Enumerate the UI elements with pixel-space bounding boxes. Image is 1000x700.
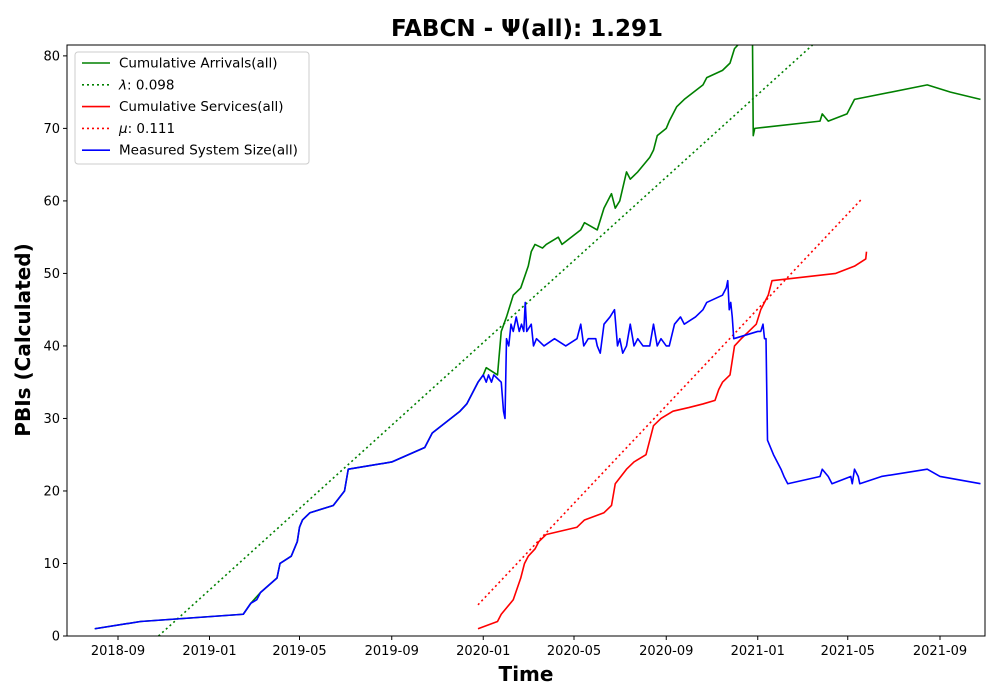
legend: Cumulative Arrivals(all) λ: 0.098 Cumulati…	[74, 51, 310, 165]
x-tick-label: 2020-05	[547, 644, 601, 659]
y-axis-title: PBIs (Calculated)	[11, 243, 35, 436]
x-tick-label: 2020-09	[639, 644, 693, 659]
y-axis: 0 10 20 30 40 50 60 70 80	[43, 49, 67, 645]
y-tick-label: 50	[43, 267, 60, 282]
x-axis: 2018-09 2019-01 2019-05 2019-09 2020-01 2020-…	[91, 636, 967, 659]
legend-label-2: Cumulative Services(all)	[119, 99, 284, 115]
x-tick-label: 2020-01	[456, 644, 510, 659]
y-tick-label: 60	[43, 194, 60, 209]
plot-frame	[66, 44, 986, 637]
y-tick-label: 70	[43, 122, 60, 137]
y-tick-label: 80	[43, 49, 60, 64]
series-line-2	[477, 251, 868, 630]
legend-box	[74, 51, 310, 165]
series-line-3	[477, 198, 863, 606]
legend-label-4: Measured System Size(all)	[119, 143, 298, 159]
x-tick-label: 2019-05	[272, 644, 326, 659]
plot-area	[94, 45, 981, 636]
x-axis-title: Time	[499, 662, 554, 686]
y-tick-label: 0	[52, 630, 60, 645]
legend-label-0: Cumulative Arrivals(all)	[119, 56, 278, 72]
x-tick-label: 2021-01	[731, 644, 785, 659]
x-tick-label: 2021-09	[913, 644, 967, 659]
y-tick-label: 30	[43, 412, 60, 427]
x-tick-label: 2018-09	[91, 644, 145, 659]
x-tick-label: 2019-09	[365, 644, 419, 659]
chart-title: FABCN - Ψ(all): 1.291	[391, 16, 663, 42]
x-tick-label: 2019-01	[182, 644, 236, 659]
y-tick-label: 10	[43, 557, 60, 572]
legend-label-1: λ: 0.098	[118, 77, 175, 93]
series-line-4	[94, 279, 981, 630]
y-tick-label: 40	[43, 339, 60, 354]
legend-label-3: μ: 0.111	[118, 121, 175, 137]
y-tick-label: 20	[43, 484, 60, 499]
series-line-1	[157, 45, 814, 636]
x-tick-label: 2021-05	[821, 644, 875, 659]
